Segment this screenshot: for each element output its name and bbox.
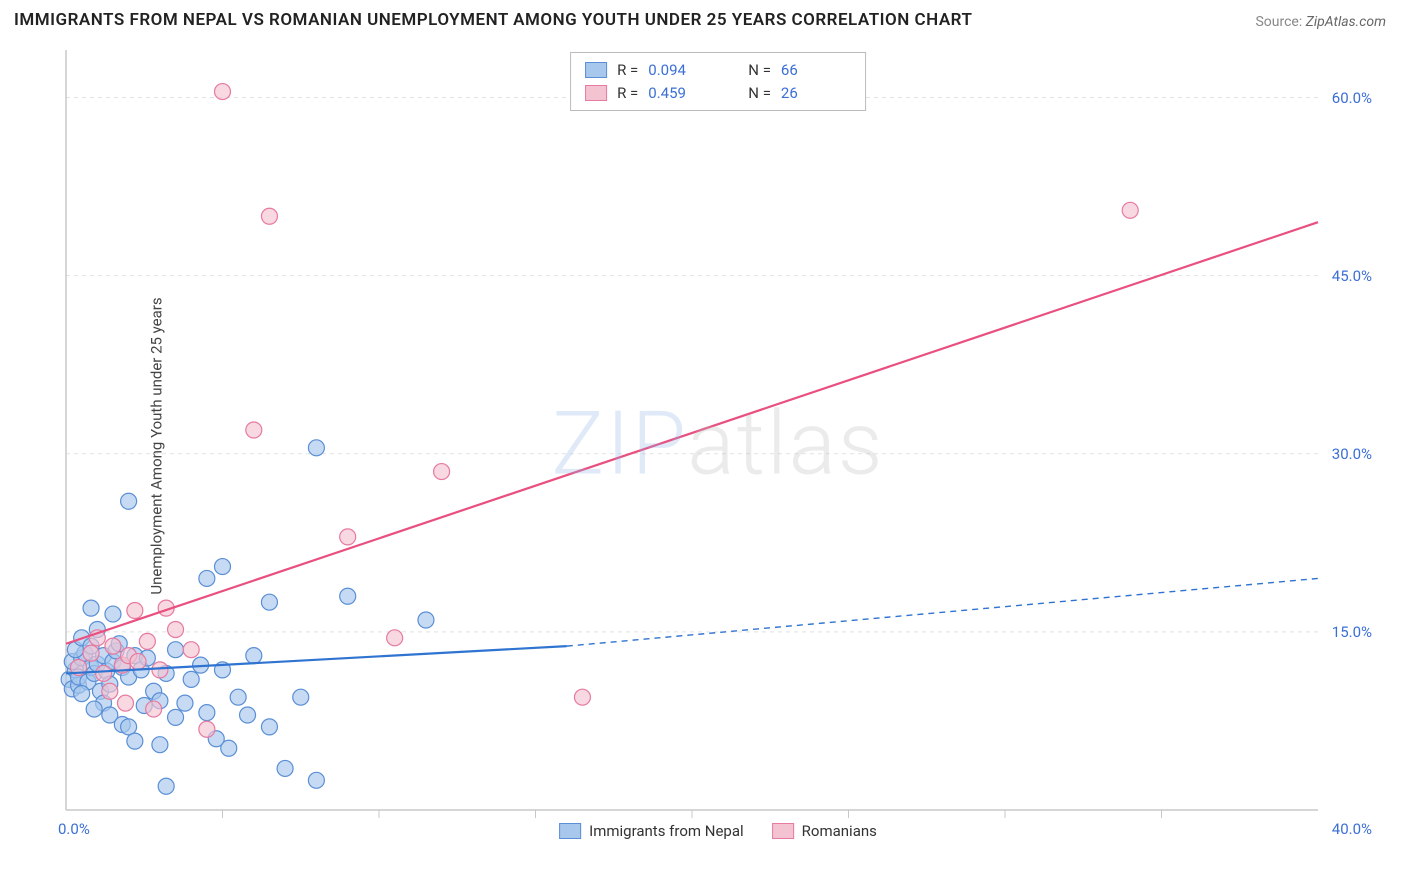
r-label: R = [617,59,638,82]
r-value-romanian: 0.459 [648,82,738,105]
legend-swatch-romanian [585,85,607,101]
n-value-romanian: 26 [781,82,851,105]
y-tick-label: 30.0% [1332,445,1372,463]
r-label: R = [617,82,638,105]
legend-item-nepal: Immigrants from Nepal [559,822,744,840]
source-label: Source: [1255,14,1302,30]
source-value: ZipAtlas.com [1306,14,1386,30]
r-value-nepal: 0.094 [648,59,738,82]
legend-label-nepal: Immigrants from Nepal [589,822,744,840]
y-tick-label: 60.0% [1332,89,1372,107]
source-attribution: Source: ZipAtlas.com [1255,14,1386,30]
series-legend: Immigrants from Nepal Romanians [559,822,877,840]
legend-row-romanian: R = 0.459 N = 26 [585,82,851,105]
legend-row-nepal: R = 0.094 N = 66 [585,59,851,82]
n-label: N = [748,59,771,82]
legend-swatch-nepal [559,823,581,839]
y-tick-label: 15.0% [1332,623,1372,641]
chart-title: IMMIGRANTS FROM NEPAL VS ROMANIAN UNEMPL… [14,10,972,30]
n-label: N = [748,82,771,105]
legend-item-romanian: Romanians [772,822,877,840]
legend-label-romanian: Romanians [802,822,877,840]
x-max-label: 40.0% [1332,820,1372,838]
correlation-legend: R = 0.094 N = 66 R = 0.459 N = 26 [570,52,866,111]
legend-swatch-romanian [772,823,794,839]
x-origin-label: 0.0% [58,820,90,838]
legend-swatch-nepal [585,62,607,78]
chart-plot-area: ZIPatlas R = 0.094 N = 66 R = 0.459 N = … [58,44,1378,844]
y-tick-label: 45.0% [1332,267,1372,285]
chart-svg [58,44,1378,844]
n-value-nepal: 66 [781,59,851,82]
